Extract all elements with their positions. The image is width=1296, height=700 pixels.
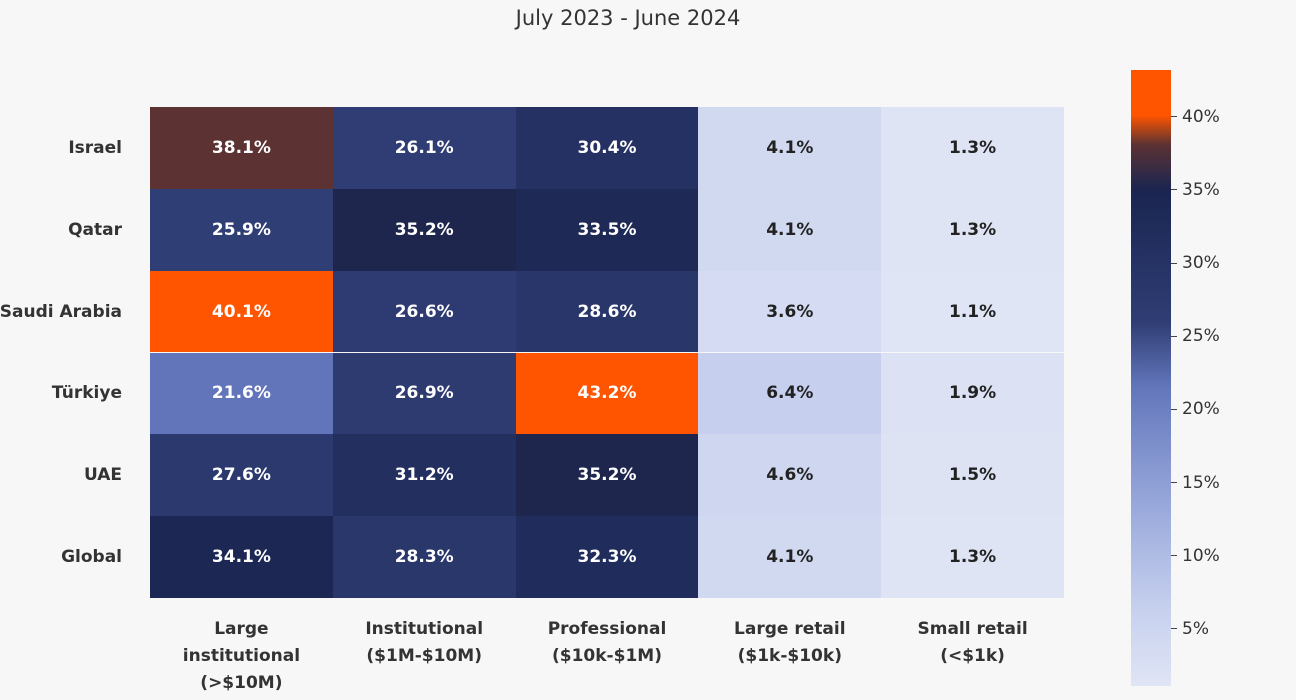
cell [881, 434, 1064, 517]
cell-label: 21.6% [211, 383, 271, 404]
cell [332, 188, 516, 271]
colorbar-tick-label: 5% [1182, 618, 1209, 639]
x-tick-label: Small retail (<$1k) [917, 619, 1028, 666]
cell [881, 352, 1064, 435]
cell-label: 40.1% [211, 301, 271, 322]
cell [150, 434, 333, 517]
colorbar [1131, 70, 1171, 686]
x-tick-label: Large institutional (>$10M) [182, 619, 301, 693]
tick-mark [1171, 189, 1177, 191]
cell-label: 26.9% [394, 383, 454, 404]
cell [150, 188, 333, 271]
cell-label: 30.4% [577, 137, 637, 158]
cell [881, 107, 1064, 189]
cell-label: 34.1% [211, 547, 271, 568]
cell-label: 32.3% [577, 547, 637, 568]
cell [150, 270, 333, 353]
cell [881, 516, 1064, 598]
cell [698, 270, 882, 353]
cell [515, 352, 699, 435]
cell-label: 26.1% [394, 137, 454, 158]
cell [150, 516, 333, 598]
cell [332, 270, 516, 353]
cell [515, 516, 699, 598]
tick-mark [1171, 628, 1177, 630]
cell-label: 6.4% [766, 383, 814, 404]
x-tick-label: Institutional ($1M-$10M) [365, 619, 484, 666]
tick-mark [1171, 555, 1177, 557]
cell-label: 4.1% [766, 547, 814, 568]
colorbar-tick-label: 10% [1182, 545, 1220, 566]
cell-label: 28.6% [577, 301, 637, 322]
cell-label: 28.3% [394, 547, 454, 568]
cell-label: 4.6% [766, 465, 814, 486]
cell-label: 35.2% [394, 219, 454, 240]
cell [698, 107, 882, 189]
cell-label: 1.1% [949, 301, 997, 322]
tick-mark [1171, 335, 1177, 337]
cell [332, 352, 516, 435]
tick-mark [1171, 482, 1177, 484]
x-tick-label: Professional ($10k-$1M) [547, 619, 667, 666]
cell-label: 3.6% [766, 301, 814, 322]
cell [698, 188, 882, 271]
cell-label: 1.3% [949, 137, 997, 158]
cell-label: 43.2% [577, 383, 637, 404]
cell-label: 1.3% [949, 219, 997, 240]
tick-mark [1171, 408, 1177, 410]
cell-label: 33.5% [577, 219, 637, 240]
cell-label: 27.6% [211, 465, 271, 486]
y-tick-label: UAE [83, 465, 122, 486]
y-tick-label: Türkiye [51, 383, 122, 404]
y-tick-label: Global [61, 547, 122, 568]
x-tick-label: Large retail ($1k-$10k) [734, 619, 846, 666]
cell [698, 516, 882, 598]
cell [150, 107, 333, 189]
cell [881, 270, 1064, 353]
colorbar-tick-label: 40% [1182, 106, 1220, 127]
cell-label: 38.1% [211, 137, 271, 158]
cell [332, 434, 516, 517]
colorbar-tick-label: 25% [1182, 326, 1220, 347]
y-tick-label: Israel [68, 137, 122, 158]
y-tick-label: Saudi Arabia [0, 301, 122, 322]
cell-label: 4.1% [766, 137, 814, 158]
chart-title: July 2023 - June 2024 [515, 6, 741, 30]
cell [515, 270, 699, 353]
cell [515, 188, 699, 271]
tick-mark [1171, 116, 1177, 118]
colorbar-tick-label: 35% [1182, 179, 1220, 200]
colorbar-tick-label: 20% [1182, 399, 1220, 420]
cell [698, 352, 882, 435]
cell-label: 35.2% [577, 465, 637, 486]
cell [881, 188, 1064, 271]
cell-label: 25.9% [211, 219, 271, 240]
cell [150, 352, 333, 435]
cell-label: 1.9% [949, 383, 997, 404]
cell [698, 434, 882, 517]
cell [515, 434, 699, 517]
cell [332, 516, 516, 598]
cell-label: 1.3% [949, 547, 997, 568]
cell [332, 107, 516, 189]
y-tick-label: Qatar [68, 219, 122, 240]
colorbar-tick-label: 30% [1182, 253, 1220, 274]
colorbar-tick-label: 15% [1182, 472, 1220, 493]
cell-label: 4.1% [766, 219, 814, 240]
cell-label: 1.5% [949, 465, 997, 486]
cell [515, 107, 699, 189]
cell-label: 26.6% [394, 301, 454, 322]
cell-label: 31.2% [394, 465, 454, 486]
tick-mark [1171, 262, 1177, 264]
